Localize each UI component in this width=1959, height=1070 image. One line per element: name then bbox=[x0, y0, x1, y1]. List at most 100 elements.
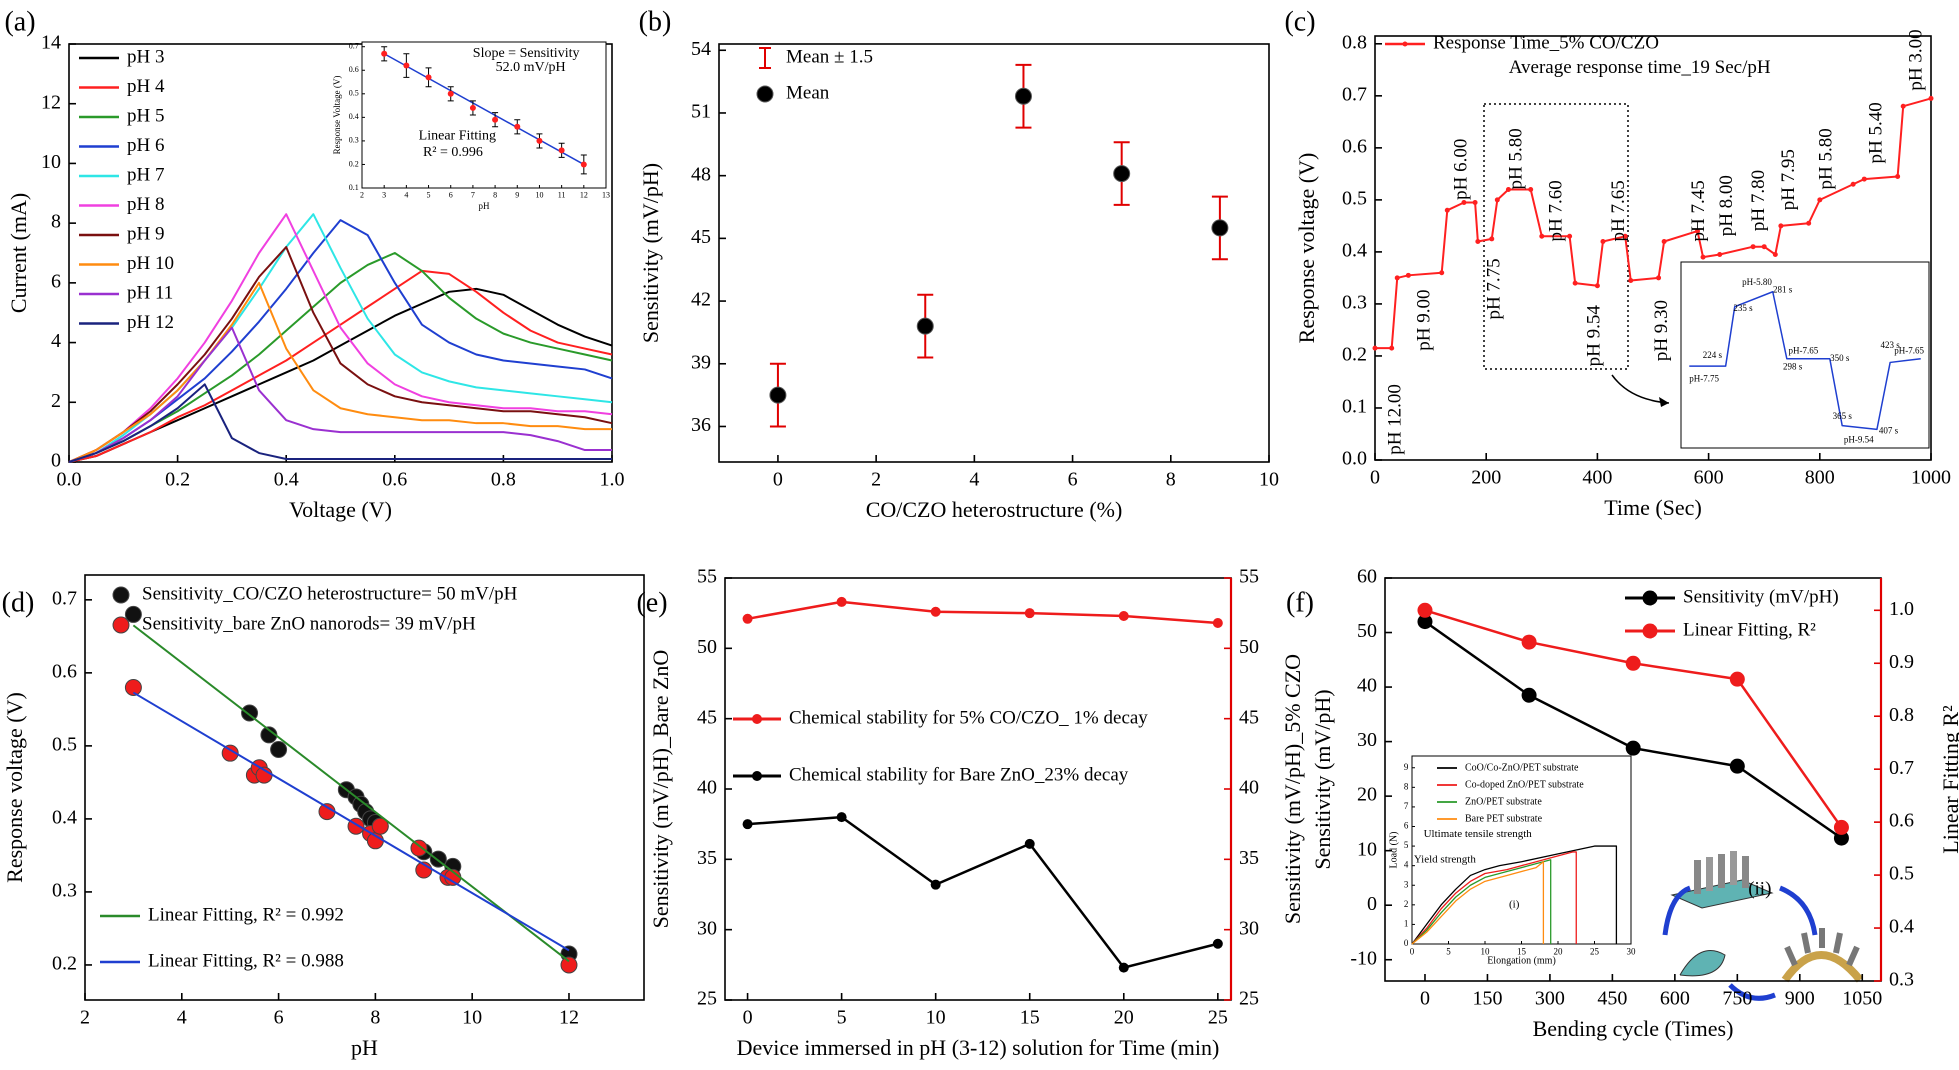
data-point bbox=[742, 613, 753, 624]
data-point bbox=[1661, 238, 1667, 244]
y-tick-label: 6 bbox=[1404, 821, 1409, 831]
data-point bbox=[1761, 244, 1767, 250]
y-tick-label: 50 bbox=[1357, 620, 1377, 642]
data-point bbox=[1212, 618, 1223, 629]
x-tick-label: 0.2 bbox=[165, 469, 190, 491]
x-tick-label: 9 bbox=[515, 190, 519, 199]
y-tick-label: 0.2 bbox=[1342, 344, 1367, 366]
x-tick-label: 300 bbox=[1535, 988, 1565, 1010]
annotation: 52.0 mV/pH bbox=[496, 60, 566, 75]
legend-label: Sensitivity_CO/CZO heterostructure= 50 m… bbox=[142, 583, 518, 604]
y-tick-label: 4 bbox=[51, 330, 61, 352]
y2-tick-label: 1.0 bbox=[1889, 598, 1914, 620]
x-axis-label: CO/CZO heterostructure (%) bbox=[866, 497, 1123, 522]
nanorods-bent bbox=[1784, 928, 1860, 967]
series-line bbox=[68, 213, 613, 463]
plot-frame bbox=[84, 574, 645, 1001]
x-tick-label: 4 bbox=[404, 190, 408, 199]
annotation: Average response time_19 Sec/pH bbox=[1509, 57, 1771, 78]
data-point bbox=[270, 741, 288, 759]
annotation: pH 3.00 bbox=[1905, 29, 1926, 90]
y-tick-label: 0.5 bbox=[52, 733, 77, 755]
x-tick-label: 15 bbox=[1020, 1007, 1040, 1029]
x-tick-label: 450 bbox=[1597, 988, 1627, 1010]
y-tick-label: 45 bbox=[697, 706, 717, 728]
y2-tick-label: 0.4 bbox=[1889, 916, 1914, 938]
data-point bbox=[1489, 236, 1495, 242]
legend-label: pH 6 bbox=[127, 135, 164, 156]
x-tick-label: 30 bbox=[1627, 947, 1637, 957]
data-point bbox=[1528, 186, 1534, 192]
data-point bbox=[1211, 219, 1229, 237]
x-tick-label: 0 bbox=[1370, 467, 1380, 489]
y2-tick-label: 0.6 bbox=[1889, 810, 1914, 832]
legend-swatch bbox=[752, 771, 762, 781]
panel-label: (d) bbox=[2, 587, 35, 618]
legend-label: ZnO/PET substrate bbox=[1465, 796, 1542, 807]
data-point bbox=[930, 606, 941, 617]
zoom-box bbox=[1483, 103, 1629, 370]
y-tick-label: 0.4 bbox=[1342, 239, 1367, 261]
y-tick-label: 7 bbox=[1404, 801, 1409, 811]
plot-frame bbox=[1680, 261, 1930, 449]
x-tick-label: 1050 bbox=[1842, 988, 1882, 1010]
series-line bbox=[1689, 291, 1921, 431]
data-point bbox=[836, 812, 847, 823]
data-point bbox=[1394, 275, 1400, 281]
x-tick-label: 12 bbox=[580, 190, 588, 199]
annotation: 224 s bbox=[1703, 350, 1723, 360]
plot-frame bbox=[68, 43, 613, 463]
y-tick-label: 0.4 bbox=[349, 112, 359, 121]
x-tick-label: 150 bbox=[1472, 988, 1502, 1010]
data-point bbox=[1405, 272, 1411, 278]
annotation: pH 5.80 bbox=[1815, 128, 1836, 189]
data-point bbox=[1014, 87, 1032, 105]
data-point bbox=[381, 50, 388, 57]
data-point bbox=[403, 62, 410, 69]
y-tick-label: 10 bbox=[41, 151, 61, 173]
x-tick-label: 20 bbox=[1554, 947, 1564, 957]
x-tick-label: 600 bbox=[1694, 467, 1724, 489]
annotation: (ii) bbox=[1748, 878, 1771, 899]
y-tick-label: 14 bbox=[41, 32, 61, 54]
y-tick-label: 0.5 bbox=[349, 89, 359, 98]
legend-label: Response Time_5% CO/CZO bbox=[1433, 32, 1659, 53]
panel-label: (a) bbox=[4, 6, 35, 37]
data-point bbox=[1625, 740, 1641, 756]
y-axis-label: Response Voltage (V) bbox=[332, 76, 342, 155]
y-tick-label: 0 bbox=[1367, 893, 1377, 915]
data-point bbox=[514, 123, 521, 130]
data-point bbox=[1656, 275, 1662, 281]
annotation: R² = 0.996 bbox=[423, 145, 483, 160]
data-point bbox=[1806, 220, 1812, 226]
data-point bbox=[1622, 233, 1628, 239]
x-tick-label: 0.4 bbox=[274, 469, 299, 491]
x-tick-label: 3 bbox=[382, 190, 386, 199]
y-tick-label: 20 bbox=[1357, 784, 1377, 806]
data-point bbox=[930, 879, 941, 890]
legend-label: CoO/Co-ZnO/PET substrate bbox=[1465, 762, 1579, 773]
series-line bbox=[1411, 851, 1577, 945]
data-point bbox=[1118, 962, 1129, 973]
y-tick-label: 30 bbox=[697, 917, 717, 939]
data-point bbox=[1628, 278, 1634, 284]
data-point bbox=[1850, 181, 1856, 187]
x-tick-label: 1000 bbox=[1911, 467, 1951, 489]
y2-axis-label: Sensitivity (mV/pH)_5% CZO bbox=[1280, 654, 1305, 924]
y-axis-label: Response voltage (V) bbox=[1294, 153, 1319, 344]
series-line bbox=[383, 53, 585, 166]
y-tick-label: 36 bbox=[691, 414, 711, 436]
plot-frame bbox=[718, 43, 1270, 463]
y2-tick-label: 35 bbox=[1239, 847, 1259, 869]
y-tick-label: 10 bbox=[1357, 838, 1377, 860]
data-point bbox=[580, 161, 587, 168]
y-tick-label: 0 bbox=[1404, 938, 1409, 948]
y-axis-label: Sensitivity (mV/pH)_Bare ZnO bbox=[648, 650, 673, 929]
y-tick-label: 51 bbox=[691, 101, 711, 123]
annotation: pH 7.80 bbox=[1748, 170, 1769, 231]
legend-label: Sensitivity_bare ZnO nanorods= 39 mV/pH bbox=[142, 613, 476, 634]
data-point bbox=[1817, 197, 1823, 203]
data-point bbox=[124, 605, 142, 623]
y-axis-label: Load (N) bbox=[1388, 832, 1399, 869]
y-tick-label: 0.6 bbox=[52, 660, 77, 682]
